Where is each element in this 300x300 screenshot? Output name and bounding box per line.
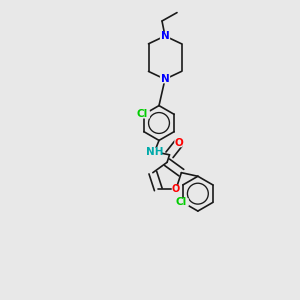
Text: Cl: Cl [176,197,187,207]
Text: N: N [160,74,169,84]
Text: O: O [174,138,183,148]
Text: N: N [160,31,169,41]
FancyBboxPatch shape [160,75,170,83]
FancyBboxPatch shape [138,110,150,118]
FancyBboxPatch shape [172,185,180,193]
Text: NH: NH [146,147,163,157]
FancyBboxPatch shape [174,140,183,147]
Text: Cl: Cl [137,109,148,119]
FancyBboxPatch shape [148,148,161,156]
FancyBboxPatch shape [160,32,170,40]
Text: O: O [172,184,180,194]
FancyBboxPatch shape [177,198,189,207]
